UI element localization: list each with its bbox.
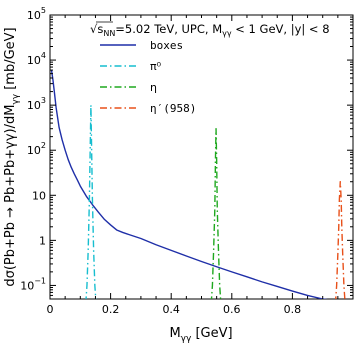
ticks-layer: 0 0.2 0.4 0.6 0.8 10−1 1 10 102 103 104 105 [20, 6, 353, 316]
series-line-3 [335, 181, 346, 299]
header-m-sub: γγ [222, 29, 232, 38]
series-line-0 [50, 69, 328, 299]
header-rest-a: =5.02 TeV, UPC, M [115, 22, 222, 36]
y-tick-label: 103 [27, 96, 46, 112]
y-axis-title: dσ(Pb+Pb → Pb+Pb+γγ)/dMγγ [mb/GeV] [3, 27, 21, 286]
legend-label-1: π⁰ [150, 60, 162, 73]
legend: boxes π⁰ η η′(958) [100, 39, 196, 115]
header-s-sub: NN [103, 29, 115, 38]
y-tick-label: 10 [32, 189, 46, 202]
y-axis-part2: [mb/GeV] [3, 27, 18, 94]
y-tick-label: 102 [27, 141, 46, 157]
header-s: s [97, 22, 103, 36]
x-tick-label: 0.4 [162, 303, 180, 316]
x-tick-label: 0.8 [284, 303, 302, 316]
plot-frame [49, 14, 354, 300]
legend-label-3: η′(958) [150, 102, 196, 115]
y-tick-label: 10−1 [20, 276, 46, 292]
y-axis-part1: dσ(Pb+Pb → Pb+Pb+γγ)/dM [3, 105, 18, 287]
series-line-2 [210, 128, 222, 299]
x-axis-title: Mγγ [GeV] [169, 326, 232, 344]
legend-label-2: η [150, 81, 157, 94]
x-tick-label: 0.2 [102, 303, 120, 316]
chart-header: √sNN=5.02 TeV, UPC, Mγγ < 1 GeV, |y| < 8 [90, 22, 330, 38]
y-tick-label: 104 [27, 51, 46, 67]
x-axis-main: M [169, 326, 180, 341]
series-layer [50, 69, 346, 299]
header-sqrt: √ [90, 22, 98, 36]
series-line-1 [85, 104, 97, 299]
x-axis-sub: γγ [181, 334, 192, 344]
header-rest-b: < 1 GeV, |y| < 8 [232, 22, 330, 36]
y-axis-sub: γγ [11, 93, 21, 104]
x-tick-label: 0 [47, 303, 54, 316]
legend-label-0: boxes [150, 39, 183, 52]
x-axis-unit: [GeV] [191, 326, 232, 341]
x-tick-label: 0.6 [223, 303, 241, 316]
y-tick-label: 1 [39, 234, 46, 247]
y-tick-label: 105 [27, 6, 46, 22]
